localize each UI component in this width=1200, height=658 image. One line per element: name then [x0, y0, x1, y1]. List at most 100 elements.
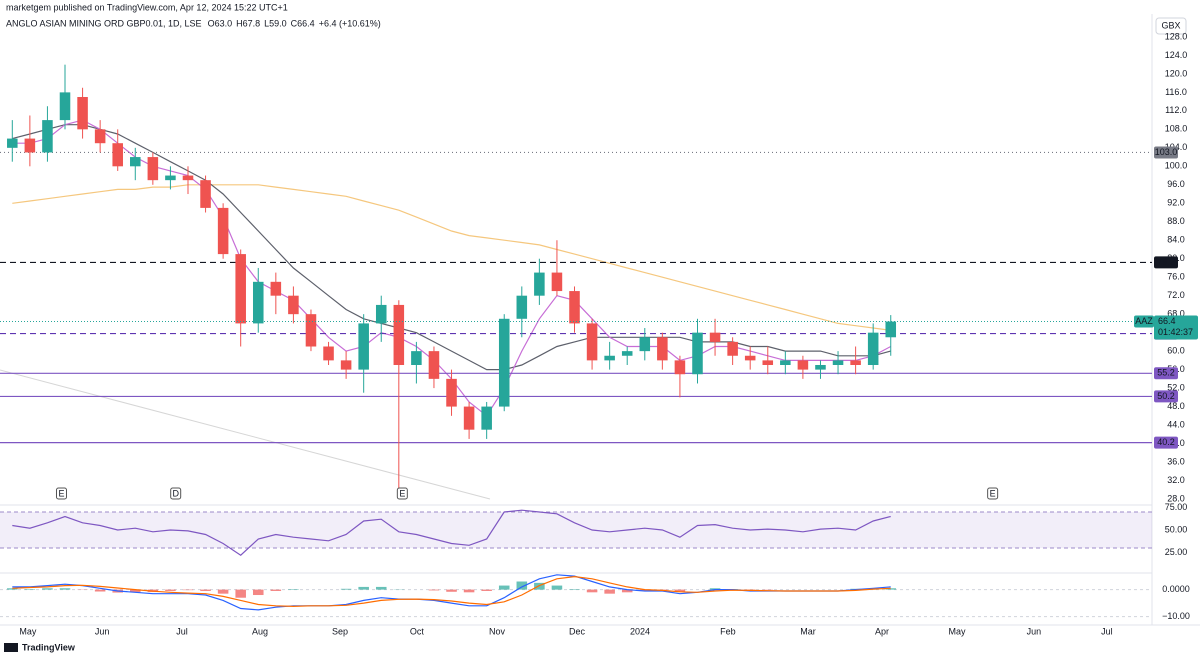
histogram-bar — [375, 586, 387, 590]
candle-body — [604, 355, 615, 361]
histogram-bar — [130, 589, 141, 593]
x-tick-label: 2024 — [630, 626, 650, 636]
y-tick-label: −10.00 — [1162, 611, 1190, 621]
candle-body — [112, 143, 123, 167]
event-label: D — [172, 488, 179, 498]
candle-body — [516, 295, 528, 319]
candle-body — [815, 364, 826, 370]
y-tick-label: 75.00 — [1165, 502, 1188, 512]
countdown: 01:42:37 — [1158, 327, 1193, 337]
y-tick-label: 76.0 — [1167, 272, 1185, 282]
candle-body — [428, 351, 440, 379]
histogram-bar — [200, 589, 211, 591]
candle-body — [94, 129, 106, 144]
trend-line — [0, 369, 491, 500]
x-tick-label: Mar — [800, 626, 816, 636]
currency: GBX — [1161, 20, 1180, 30]
histogram-bar — [358, 586, 369, 590]
candle-body — [744, 355, 756, 361]
candle-body — [270, 281, 282, 296]
candle-body — [358, 323, 369, 370]
histogram-bar — [481, 589, 492, 591]
candle-body — [657, 337, 668, 361]
y-tick-label: 0.0000 — [1162, 584, 1190, 594]
candle-body — [639, 337, 651, 352]
histogram-bar — [42, 588, 53, 590]
histogram-bar — [24, 589, 36, 590]
histogram-bar — [709, 588, 721, 590]
candle-body — [867, 332, 879, 365]
candle-body — [340, 360, 352, 370]
candle-body — [569, 291, 580, 324]
candle-body — [534, 272, 545, 296]
histogram-bar — [446, 589, 457, 592]
histogram-bar — [463, 589, 475, 593]
candle-body — [59, 92, 71, 121]
candle-body — [200, 180, 211, 208]
histogram-bar — [516, 581, 528, 590]
histogram-bar — [288, 589, 299, 590]
y-tick-label: 124.0 — [1165, 50, 1188, 60]
y-tick-label: 32.0 — [1167, 475, 1185, 485]
candle-body — [621, 351, 633, 356]
ohlc-value: O63.0 — [208, 18, 233, 28]
last-price-box — [1154, 315, 1198, 340]
logo-mark — [4, 643, 18, 652]
histogram-bar — [586, 589, 598, 593]
candle-body — [182, 175, 194, 181]
histogram-bar — [604, 589, 615, 594]
event-box — [55, 487, 67, 500]
candle-body — [411, 351, 422, 365]
symbol-label: AAZ — [1135, 316, 1153, 326]
histogram-bar — [235, 589, 246, 598]
level-label: 55.2 — [1157, 368, 1175, 378]
last-price-label: 66.4 — [1158, 316, 1176, 326]
histogram-bar — [217, 589, 229, 594]
publisher-line: marketgem published on TradingView.com, … — [6, 2, 288, 12]
level-label-box — [1154, 146, 1178, 159]
x-tick-label: Dec — [569, 626, 586, 636]
candle-body — [147, 157, 159, 181]
candle-body — [77, 96, 88, 130]
x-tick-label: Nov — [489, 626, 506, 636]
rsi-line — [12, 509, 891, 556]
candle-body — [762, 360, 774, 365]
candle-body — [481, 406, 492, 430]
x-tick-label: Apr — [875, 626, 889, 636]
candle-body — [165, 175, 176, 181]
candle-body — [305, 314, 317, 347]
y-tick-label: 100.0 — [1165, 161, 1188, 171]
candle-body — [375, 304, 387, 324]
y-tick-label: 128.0 — [1165, 31, 1188, 41]
candle-body — [393, 304, 405, 365]
level-label-box — [1154, 390, 1178, 403]
macd-line — [12, 575, 891, 608]
candle-body — [463, 406, 475, 430]
histogram-bar — [498, 585, 510, 590]
histogram-bar — [165, 589, 176, 591]
histogram-bar — [551, 585, 563, 590]
histogram-bar — [340, 588, 352, 590]
candle-body — [498, 318, 510, 407]
ohlc-value: H67.8 — [236, 18, 260, 28]
candle-body — [551, 272, 563, 292]
candle-body — [24, 138, 36, 153]
candle-body — [832, 360, 844, 365]
histogram-bar — [59, 588, 71, 590]
symbol-box — [1134, 315, 1154, 328]
y-tick-label: 72.0 — [1167, 290, 1185, 300]
candle-body — [727, 341, 738, 356]
y-tick-label: 108.0 — [1165, 124, 1188, 134]
x-tick-label: Jun — [95, 626, 110, 636]
candle-body — [217, 207, 229, 255]
event-box — [396, 487, 408, 500]
histogram-bar — [885, 588, 897, 590]
y-tick-label: 68.0 — [1167, 309, 1185, 319]
event-box — [170, 487, 182, 500]
y-tick-label: 116.0 — [1165, 87, 1187, 97]
x-tick-label: Sep — [332, 626, 348, 636]
candle-body — [7, 138, 18, 148]
candle-body — [42, 120, 53, 153]
y-tick-label: 25.00 — [1165, 547, 1188, 557]
